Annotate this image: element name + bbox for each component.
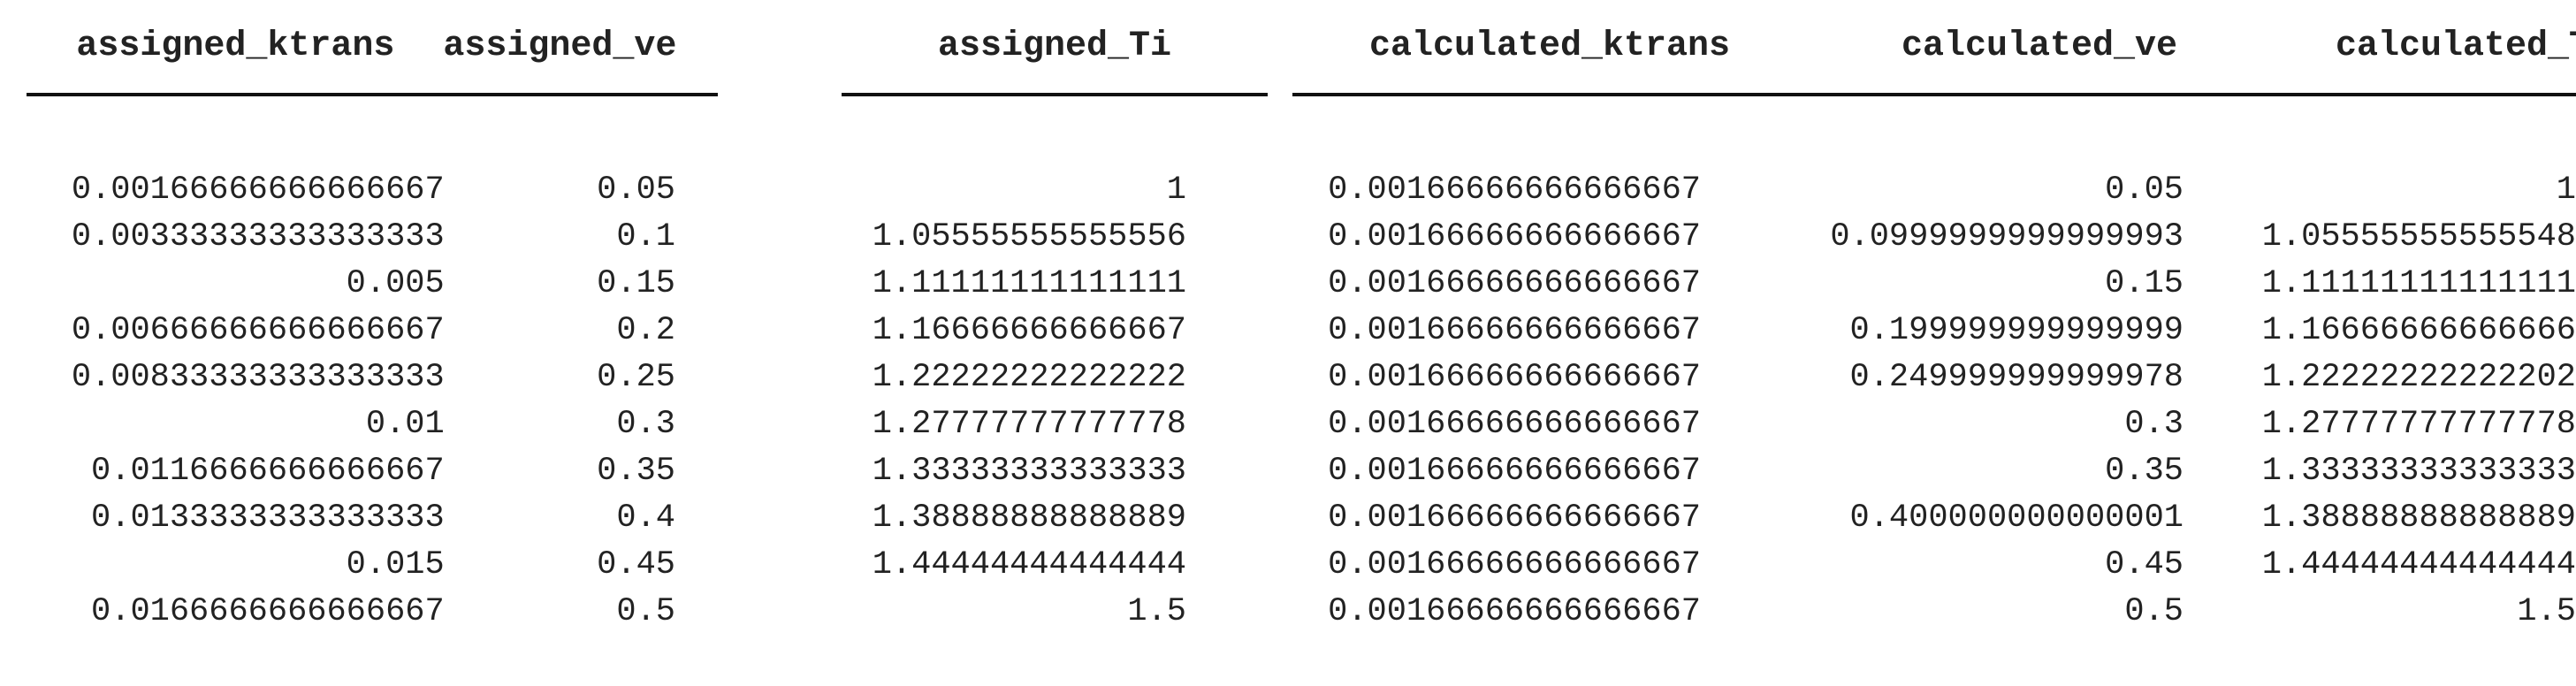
table-cell: 0.00166666666666667 — [1328, 406, 1701, 443]
table-row: 0.0133333333333333 0.4 1.38888888888889 0.0… — [27, 495, 2576, 542]
table-cell: 0.5 — [2124, 593, 2184, 630]
table-cell: 1.5 — [2517, 593, 2576, 630]
results-table: assigned_ktrans assigned_ve assigned_Ti … — [27, 27, 2576, 636]
column-header-calculated-ve: calculated_ve — [1701, 27, 2281, 121]
table-cell: 1.44444444444444 — [872, 546, 1186, 583]
table-cell: 0.35 — [597, 453, 675, 490]
table-cell: 0.01 — [365, 406, 445, 443]
table-row: 0.015 0.45 1.44444444444444 0.0016666666666… — [27, 542, 2576, 589]
table-cell: 0.00166666666666667 — [1328, 453, 1701, 490]
table-cell: 0.249999999999978 — [1849, 359, 2184, 396]
table-cell: 1.22222222222202 — [2261, 359, 2576, 396]
table-row: 0.005 0.15 1.11111111111111 0.0016666666666… — [27, 261, 2576, 308]
table-cell: 1.33333333333333 — [872, 453, 1186, 490]
table-cell: 0.5 — [616, 593, 675, 630]
table-cell: 0.015 — [346, 546, 445, 583]
table-row: 0.01 0.3 1.27777777777778 0.001666666666666… — [27, 401, 2576, 448]
table-cell: 1 — [2556, 172, 2576, 209]
column-header-assigned-ti: assigned_Ti — [760, 27, 1268, 121]
table-cell: 0.3 — [2124, 406, 2184, 443]
table-cell: 0.400000000000001 — [1849, 499, 2184, 537]
table-cell: 1.33333333333333 — [2261, 453, 2576, 490]
table-cell: 0.05 — [2105, 172, 2184, 209]
table-cell: 1.11111111111111 — [2261, 265, 2576, 302]
table-row: 0.00833333333333333 0.25 1.22222222222222 0… — [27, 354, 2576, 401]
table-cell: 0.35 — [2105, 453, 2184, 490]
table-cell: 1 — [1166, 172, 1186, 209]
table-header: assigned_ktrans assigned_ve assigned_Ti … — [27, 27, 2576, 121]
table-cell: 0.00166666666666667 — [1328, 172, 1701, 209]
table-cell: 1.05555555555556 — [872, 218, 1186, 255]
table-cell: 1.5 — [1127, 593, 1186, 630]
table-cell: 0.00166666666666667 — [1328, 265, 1701, 302]
table-cell: 0.00166666666666667 — [71, 172, 445, 209]
table-cell: 0.0166666666666667 — [91, 593, 445, 630]
table-row: 0.0116666666666667 0.35 1.33333333333333 0.… — [27, 448, 2576, 495]
table-cell: 1.11111111111111 — [872, 265, 1186, 302]
table-cell: 0.1 — [616, 218, 675, 255]
table-cell: 0.00833333333333333 — [71, 359, 445, 396]
table-cell: 1.38888888888889 — [872, 499, 1186, 537]
table-cell: 0.00333333333333333 — [71, 218, 445, 255]
table-cell: 0.00166666666666667 — [1328, 546, 1701, 583]
table-cell: 0.00166666666666667 — [1328, 359, 1701, 396]
column-header-calculated-ktrans: calculated_ktrans — [1186, 27, 1807, 121]
table-cell: 0.00166666666666667 — [1328, 312, 1701, 349]
table-cell: 0.0116666666666667 — [91, 453, 445, 490]
table-cell: 0.199999999999999 — [1849, 312, 2184, 349]
table-row: 0.00666666666666667 0.2 1.16666666666667 0.… — [27, 308, 2576, 354]
table-cell: 0.45 — [597, 546, 675, 583]
table-cell: 0.4 — [616, 499, 675, 537]
spacer-row — [27, 121, 2576, 167]
table-row: 0.00333333333333333 0.1 1.05555555555556 0.… — [27, 214, 2576, 261]
table-cell: 0.15 — [2105, 265, 2184, 302]
table-body: 0.00166666666666667 0.05 1 0.00166666666666… — [27, 121, 2576, 636]
table-cell: 1.05555555555548 — [2261, 218, 2576, 255]
table-cell: 0.005 — [346, 265, 445, 302]
table-cell: 1.27777777777778 — [2261, 406, 2576, 443]
table-cell: 0.00166666666666667 — [1328, 499, 1701, 537]
table-cell: 0.0999999999999993 — [1830, 218, 2184, 255]
column-header-assigned-ve: assigned_ve — [401, 27, 760, 121]
table-cell: 0.00166666666666667 — [1328, 593, 1701, 630]
table-cell: 0.2 — [616, 312, 675, 349]
table-cell: 1.22222222222222 — [872, 359, 1186, 396]
table-cell: 0.0133333333333333 — [91, 499, 445, 537]
table-cell: 1.27777777777778 — [872, 406, 1186, 443]
column-header-assigned-ktrans: assigned_ktrans — [27, 27, 445, 121]
table-cell: 0.25 — [597, 359, 675, 396]
table-cell: 1.44444444444444 — [2261, 546, 2576, 583]
table-cell: 0.15 — [597, 265, 675, 302]
table-cell: 0.3 — [616, 406, 675, 443]
table-cell: 1.38888888888889 — [2261, 499, 2576, 537]
table-cell: 0.00666666666666667 — [71, 312, 445, 349]
table-cell: 0.00166666666666667 — [1328, 218, 1701, 255]
table-row: 0.0166666666666667 0.5 1.5 0.00166666666666… — [27, 589, 2576, 636]
table-cell: 1.16666666666667 — [872, 312, 1186, 349]
table-cell: 1.16666666666666 — [2261, 312, 2576, 349]
table-row: 0.00166666666666667 0.05 1 0.00166666666666… — [27, 167, 2576, 214]
table-cell: 0.05 — [597, 172, 675, 209]
header-row: assigned_ktrans assigned_ve assigned_Ti … — [27, 27, 2576, 121]
column-header-calculated-ti: calculated_Ti — [2184, 27, 2576, 121]
table-cell: 0.45 — [2105, 546, 2184, 583]
